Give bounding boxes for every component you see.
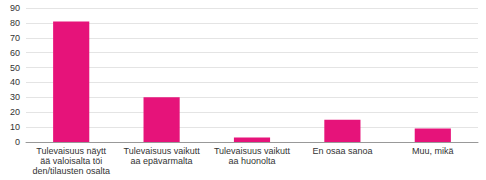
- svg-text:40: 40: [10, 77, 20, 87]
- svg-text:aa epävarmalta: aa epävarmalta: [131, 156, 193, 166]
- svg-text:den/tilausten osalta: den/tilausten osalta: [32, 166, 110, 176]
- svg-text:ää valoisalta töi: ää valoisalta töi: [40, 156, 102, 166]
- svg-text:Tulevaisuus näytt: Tulevaisuus näytt: [36, 146, 106, 156]
- svg-text:50: 50: [10, 63, 20, 73]
- svg-text:20: 20: [10, 107, 20, 117]
- svg-text:90: 90: [10, 3, 20, 13]
- svg-text:Tulevaisuus vaikutt: Tulevaisuus vaikutt: [123, 146, 200, 156]
- svg-text:60: 60: [10, 48, 20, 58]
- svg-text:Tulevaisuus vaikutt: Tulevaisuus vaikutt: [214, 146, 291, 156]
- svg-text:70: 70: [10, 33, 20, 43]
- svg-text:aa huonolta: aa huonolta: [228, 156, 275, 166]
- svg-text:0: 0: [15, 137, 20, 147]
- svg-text:30: 30: [10, 92, 20, 102]
- svg-text:Muu, mikä: Muu, mikä: [412, 146, 454, 156]
- svg-text:10: 10: [10, 122, 20, 132]
- svg-text:En osaa sanoa: En osaa sanoa: [312, 146, 372, 156]
- svg-text:80: 80: [10, 18, 20, 28]
